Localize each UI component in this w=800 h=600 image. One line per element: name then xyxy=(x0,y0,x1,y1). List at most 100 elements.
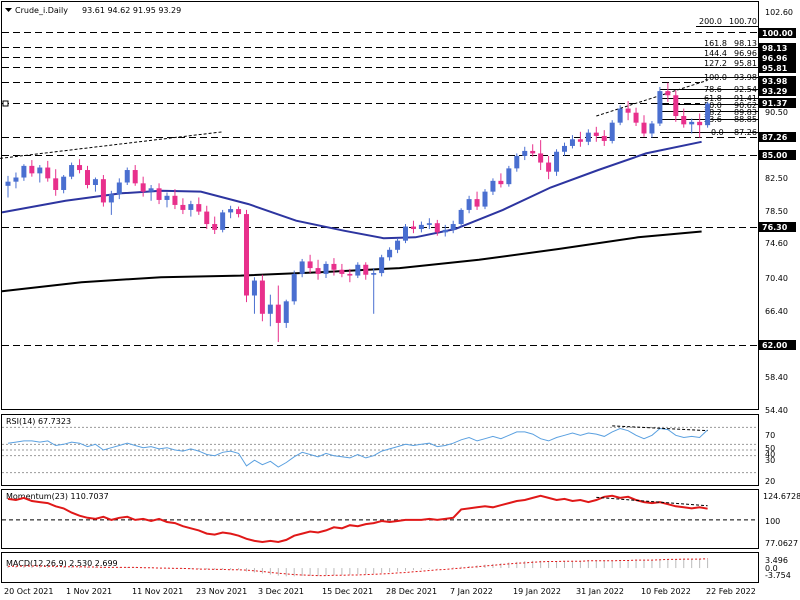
macd-tick: 0.0 xyxy=(765,564,778,573)
candle-body xyxy=(458,209,464,225)
candle xyxy=(625,101,631,121)
candle-body xyxy=(697,121,703,126)
candle-body xyxy=(116,182,122,195)
candle-body xyxy=(204,211,210,225)
collapse-triangle-icon[interactable] xyxy=(5,8,12,12)
momentum-tick: 124.6728 xyxy=(763,492,800,501)
candle-body xyxy=(283,301,289,323)
candle xyxy=(188,200,194,217)
candle-body xyxy=(251,280,257,296)
candle-body xyxy=(466,199,472,210)
price-marker xyxy=(2,100,9,107)
candle xyxy=(299,258,305,278)
candle xyxy=(5,175,11,198)
candle xyxy=(53,169,59,196)
rsi-tick: 70 xyxy=(765,431,775,440)
candle-body xyxy=(641,122,647,134)
candle xyxy=(85,165,90,189)
candle xyxy=(705,101,711,128)
candle-body xyxy=(29,165,35,174)
candle xyxy=(251,277,257,314)
candle xyxy=(275,285,281,343)
candle-body xyxy=(259,280,265,314)
candle-body xyxy=(236,209,242,215)
candle xyxy=(307,254,313,274)
price-tick: 54.40 xyxy=(765,406,788,415)
fibonacci-labels: 200.0 100.70 161.8 98.13 144.4 96.96 127… xyxy=(699,17,757,137)
candle xyxy=(339,263,345,278)
date-axis: 20 Oct 2021 1 Nov 2021 11 Nov 2021 23 No… xyxy=(4,587,756,596)
candle xyxy=(92,177,98,192)
candle xyxy=(673,90,679,122)
candle xyxy=(458,208,464,227)
date-label: 19 Jan 2022 xyxy=(513,587,561,596)
candle xyxy=(21,164,27,181)
candle xyxy=(418,221,424,233)
price-panel[interactable] xyxy=(1,1,759,410)
fib-label: 0.0 xyxy=(711,128,724,137)
candle xyxy=(665,82,671,102)
candle xyxy=(61,175,67,194)
candle xyxy=(116,178,122,200)
candle xyxy=(434,219,440,236)
candle xyxy=(331,258,337,276)
fib-label: 50.0 xyxy=(704,101,722,110)
candle xyxy=(220,209,226,233)
rsi-tick: 20 xyxy=(765,477,775,486)
candle-body xyxy=(506,168,512,185)
candle-body xyxy=(77,165,83,171)
candle xyxy=(577,131,583,147)
candle xyxy=(228,205,234,219)
fib-price: 95.81 xyxy=(734,59,757,68)
candle-body xyxy=(546,162,552,172)
candle xyxy=(29,160,35,177)
candle-body xyxy=(498,180,504,185)
candle-body xyxy=(5,181,11,186)
candle-body xyxy=(450,224,456,230)
macd-tick: 3.496 xyxy=(765,556,788,565)
candle xyxy=(69,162,75,180)
candle-body xyxy=(514,155,520,169)
macd-title: MACD(12,26,9) 2.530 2.699 xyxy=(6,559,118,568)
candle xyxy=(100,175,106,207)
price-axis: 102.60 90.50 82.50 78.50 74.60 70.40 66.… xyxy=(765,8,793,415)
candle xyxy=(291,270,297,305)
ohlc-values: 93.61 94.62 91.95 93.29 xyxy=(82,6,181,15)
candle xyxy=(204,205,210,230)
candle xyxy=(514,153,520,172)
level-label: 93.29 xyxy=(762,87,788,96)
macd-panel[interactable] xyxy=(1,552,759,583)
trendline xyxy=(596,79,708,117)
candle-body xyxy=(100,179,106,203)
candle xyxy=(13,172,19,189)
candle-body xyxy=(387,249,393,258)
rsi-trendline xyxy=(612,425,708,432)
candle xyxy=(140,176,146,197)
price-tick: 90.50 xyxy=(765,108,788,117)
candle-body xyxy=(13,177,19,182)
candle-body xyxy=(601,135,607,141)
candle xyxy=(37,165,43,183)
price-tick: 66.40 xyxy=(765,307,788,316)
candle xyxy=(132,165,138,186)
fib-label: 200.0 xyxy=(699,17,722,26)
candle-body xyxy=(657,91,663,124)
candle-body xyxy=(156,188,162,200)
candle xyxy=(506,165,512,187)
candle-body xyxy=(434,223,440,233)
candle xyxy=(45,160,51,182)
fib-label: 100.0 xyxy=(704,73,727,82)
fib-price: 88.85 xyxy=(734,115,757,124)
candle-body xyxy=(625,108,631,113)
rsi-tick: 50 xyxy=(765,444,775,453)
candle xyxy=(609,120,615,144)
candle xyxy=(585,129,591,146)
candle-body xyxy=(140,183,146,192)
macd-signal-line xyxy=(8,558,708,577)
candle xyxy=(593,126,599,142)
rsi-panel[interactable] xyxy=(1,414,759,486)
candle xyxy=(347,268,353,283)
date-label: 11 Nov 2021 xyxy=(132,587,183,596)
candle xyxy=(236,206,242,218)
momentum-panel[interactable] xyxy=(1,489,759,549)
